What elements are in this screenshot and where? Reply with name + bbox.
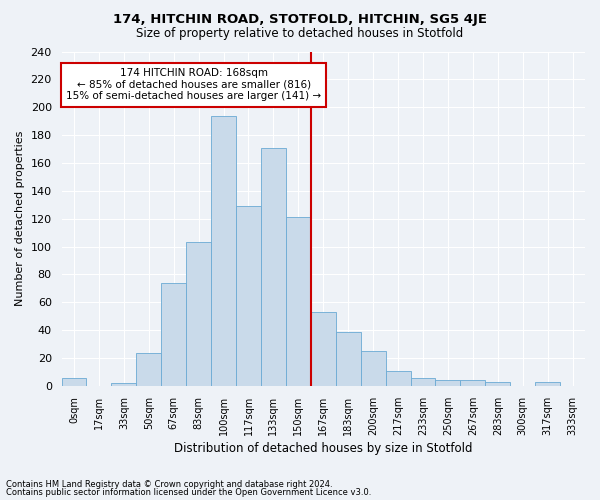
Text: Size of property relative to detached houses in Stotfold: Size of property relative to detached ho…: [136, 28, 464, 40]
Bar: [410, 378, 436, 386]
Bar: [336, 332, 361, 386]
Bar: [311, 312, 336, 386]
Text: Contains public sector information licensed under the Open Government Licence v3: Contains public sector information licen…: [6, 488, 371, 497]
Bar: [136, 352, 161, 386]
Text: 174, HITCHIN ROAD, STOTFOLD, HITCHIN, SG5 4JE: 174, HITCHIN ROAD, STOTFOLD, HITCHIN, SG…: [113, 12, 487, 26]
Bar: [261, 148, 286, 386]
X-axis label: Distribution of detached houses by size in Stotfold: Distribution of detached houses by size …: [174, 442, 473, 455]
Text: 174 HITCHIN ROAD: 168sqm
← 85% of detached houses are smaller (816)
15% of semi-: 174 HITCHIN ROAD: 168sqm ← 85% of detach…: [66, 68, 321, 102]
Bar: [62, 378, 86, 386]
Bar: [386, 370, 410, 386]
Bar: [161, 283, 186, 386]
Bar: [236, 206, 261, 386]
Bar: [535, 382, 560, 386]
Y-axis label: Number of detached properties: Number of detached properties: [15, 131, 25, 306]
Text: Contains HM Land Registry data © Crown copyright and database right 2024.: Contains HM Land Registry data © Crown c…: [6, 480, 332, 489]
Bar: [460, 380, 485, 386]
Bar: [436, 380, 460, 386]
Bar: [361, 351, 386, 386]
Bar: [112, 383, 136, 386]
Bar: [211, 116, 236, 386]
Bar: [186, 242, 211, 386]
Bar: [485, 382, 510, 386]
Bar: [286, 218, 311, 386]
